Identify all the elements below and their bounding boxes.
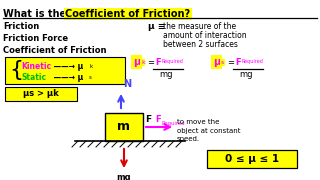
- Text: Friction: Friction: [3, 22, 39, 31]
- Bar: [5, 57, 125, 84]
- Text: Coefficient of Friction?: Coefficient of Friction?: [65, 9, 190, 19]
- Text: between 2 surfaces: between 2 surfaces: [163, 40, 238, 49]
- Text: =: =: [227, 58, 234, 67]
- Bar: [105, 113, 143, 141]
- Text: mg: mg: [159, 70, 172, 79]
- Text: k: k: [141, 60, 145, 65]
- Text: F: F: [155, 115, 161, 124]
- Text: N: N: [123, 79, 131, 89]
- Text: F: F: [145, 115, 151, 124]
- Text: F: F: [155, 58, 161, 67]
- Text: ——→ μ: ——→ μ: [51, 62, 83, 71]
- Text: μ: μ: [213, 57, 220, 67]
- Text: μ: μ: [133, 57, 140, 67]
- Text: ——→ μ: ——→ μ: [51, 73, 83, 82]
- Text: s: s: [89, 75, 92, 80]
- Text: Coefficient of Friction: Coefficient of Friction: [3, 46, 107, 55]
- Text: mg: mg: [116, 173, 131, 180]
- Bar: [5, 87, 77, 101]
- Text: =: =: [147, 58, 154, 67]
- Text: k: k: [89, 64, 92, 69]
- Text: F: F: [235, 58, 241, 67]
- Text: Friction Force: Friction Force: [3, 34, 68, 43]
- Text: Required: Required: [161, 59, 183, 64]
- Text: the measure of the: the measure of the: [163, 22, 236, 31]
- Text: mg: mg: [239, 70, 252, 79]
- Text: 0 ≤ μ ≤ 1: 0 ≤ μ ≤ 1: [225, 154, 279, 164]
- Text: What is the: What is the: [3, 9, 69, 19]
- Text: μ ≡: μ ≡: [148, 22, 165, 31]
- Text: amount of interaction: amount of interaction: [163, 31, 247, 40]
- Text: Static: Static: [21, 73, 46, 82]
- Text: Kinetic: Kinetic: [21, 62, 51, 71]
- Text: Required: Required: [161, 121, 185, 126]
- Text: to move the
object at constant
speed.: to move the object at constant speed.: [177, 119, 241, 142]
- Text: s: s: [221, 60, 224, 65]
- Text: m: m: [117, 120, 131, 134]
- Text: {: {: [9, 60, 23, 80]
- Text: Required: Required: [241, 59, 263, 64]
- Text: μs > μk: μs > μk: [23, 89, 59, 98]
- Bar: [207, 150, 297, 168]
